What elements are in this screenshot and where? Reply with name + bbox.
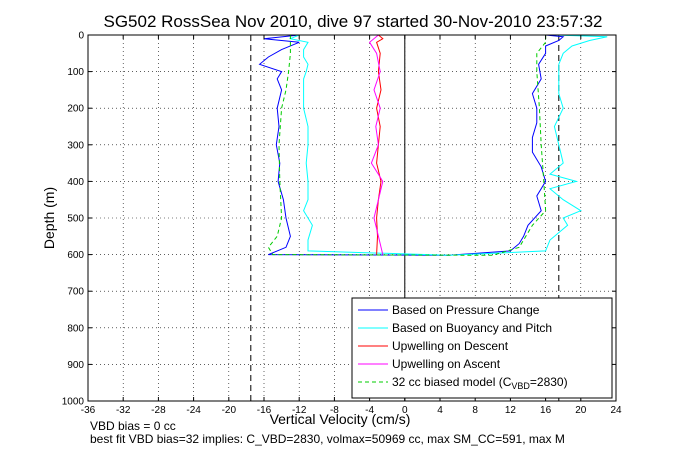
series-line-0 — [258, 34, 565, 256]
chart-title: SG502 RossSea Nov 2010, dive 97 started … — [104, 12, 603, 31]
x-tick-label: 12 — [505, 405, 517, 416]
legend-label-model: 32 cc biased model (CVBD=2830) — [392, 375, 568, 391]
y-tick-label: 600 — [67, 250, 84, 261]
vbd-bias-note: VBD bias = 0 cc — [90, 419, 176, 433]
x-tick-label: -24 — [186, 405, 201, 416]
legend: Based on Pressure Change Based on Buoyan… — [351, 297, 613, 399]
series-line-1 — [288, 34, 608, 256]
legend-label-descent: Upwelling on Descent — [392, 339, 509, 353]
x-tick-label: 4 — [437, 405, 443, 416]
y-tick-label: 300 — [67, 140, 84, 151]
best-fit-note: best fit VBD bias=32 implies: C_VBD=2830… — [90, 432, 565, 446]
x-tick-label: -8 — [330, 405, 339, 416]
x-tick-label: -36 — [81, 405, 96, 416]
legend-label-ascent: Upwelling on Ascent — [392, 357, 501, 371]
x-axis-label: Vertical Velocity (cm/s) — [270, 411, 411, 427]
legend-label-buoyancy: Based on Buoyancy and Pitch — [392, 321, 552, 335]
y-tick-label: 100 — [67, 67, 84, 78]
legend-label-pressure: Based on Pressure Change — [392, 303, 540, 317]
y-tick-label: 200 — [67, 104, 84, 115]
series-line-3 — [368, 34, 384, 255]
x-tick-label: -4 — [365, 405, 374, 416]
series-line-4 — [267, 35, 547, 256]
x-tick-label: -16 — [257, 405, 272, 416]
series-line-2 — [375, 34, 384, 255]
x-tick-label: 8 — [472, 405, 478, 416]
x-tick-label: 0 — [402, 405, 408, 416]
x-tick-label: 20 — [575, 405, 587, 416]
x-tick-label: -32 — [116, 405, 131, 416]
y-axis-label: Depth (m) — [41, 187, 57, 249]
x-tick-label: 24 — [610, 405, 622, 416]
y-tick-label: 900 — [67, 360, 84, 371]
y-tick-label: 700 — [67, 287, 84, 298]
y-tick-label: 1000 — [62, 397, 85, 408]
x-tick-label: 16 — [540, 405, 552, 416]
y-tick-label: 400 — [67, 177, 84, 188]
y-axis-ticks: 0 100 200 300 400 500 600 700 800 900 1000 — [62, 31, 616, 408]
y-tick-label: 0 — [78, 31, 84, 42]
y-tick-label: 500 — [67, 214, 84, 225]
x-tick-label: -28 — [151, 405, 166, 416]
x-tick-label: -12 — [292, 405, 307, 416]
y-tick-label: 800 — [67, 323, 84, 334]
data-series — [258, 34, 608, 256]
x-axis-ticks: -36 -32 -28 -24 -20 -16 -12 -8 -4 0 4 8 12 16 20 24 — [81, 35, 622, 416]
legend-box — [351, 297, 613, 399]
x-tick-label: -20 — [222, 405, 237, 416]
